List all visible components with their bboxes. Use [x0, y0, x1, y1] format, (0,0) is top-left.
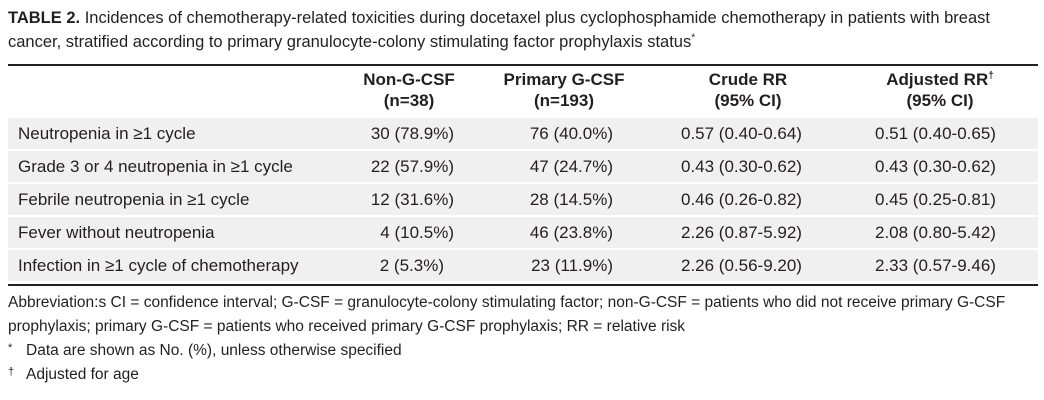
table-row: Febrile neutropenia in ≥1 cycle 12 (31.6…	[8, 182, 1038, 215]
cell-non-gcsf: 22 (57.9%)	[370, 157, 454, 176]
footnote-marker: *	[8, 342, 13, 354]
table-caption-marker: *	[691, 32, 696, 44]
table-row: Grade 3 or 4 neutropenia in ≥1 cycle 22 …	[8, 149, 1038, 182]
cell-primary-gcsf: 47 (24.7%)	[529, 157, 613, 176]
row-label: Febrile neutropenia in ≥1 cycle	[18, 190, 250, 209]
cell-adjusted-rr: 2.33 (0.57-9.46)	[875, 256, 996, 275]
cell-non-gcsf: 4 (10.5%)	[380, 223, 454, 242]
header-non-gcsf: Non-G-CSF (n=38)	[354, 69, 464, 111]
table-caption-text: Incidences of chemotherapy-related toxic…	[8, 9, 990, 51]
header-primary-gcsf-line1: Primary G-CSF	[503, 70, 625, 89]
footnote-marker: †	[8, 366, 15, 378]
footnote: * Data are shown as No. (%), unless other…	[8, 339, 1038, 363]
table-row: Infection in ≥1 cycle of chemotherapy 2 …	[8, 248, 1038, 281]
cell-adjusted-rr: 2.08 (0.80-5.42)	[875, 223, 996, 242]
row-label: Infection in ≥1 cycle of chemotherapy	[18, 256, 299, 275]
header-crude-rr: Crude RR (95% CI)	[688, 69, 808, 111]
header-primary-gcsf-line2: (n=193)	[534, 91, 594, 110]
header-non-gcsf-line2: (n=38)	[383, 91, 435, 110]
table-row: Neutropenia in ≥1 cycle 30 (78.9%) 76 (4…	[8, 116, 1038, 149]
table-header-row: Non-G-CSF (n=38) Primary G-CSF (n=193) C…	[8, 66, 1038, 116]
header-non-gcsf-line1: Non-G-CSF	[363, 70, 455, 89]
cell-primary-gcsf: 28 (14.5%)	[529, 190, 613, 209]
footnote: † Adjusted for age	[8, 363, 1038, 387]
header-adjusted-rr: Adjusted RR† (95% CI)	[870, 69, 1010, 111]
cell-adjusted-rr: 0.45 (0.25-0.81)	[875, 190, 996, 209]
header-adjusted-rr-marker: †	[988, 70, 994, 82]
data-table: Non-G-CSF (n=38) Primary G-CSF (n=193) C…	[8, 64, 1038, 286]
cell-non-gcsf: 30 (78.9%)	[370, 124, 454, 143]
cell-adjusted-rr: 0.51 (0.40-0.65)	[875, 124, 996, 143]
cell-primary-gcsf: 23 (11.9%)	[531, 256, 613, 275]
cell-crude-rr: 0.46 (0.26-0.82)	[681, 190, 802, 209]
footnote-text: Data are shown as No. (%), unless otherw…	[26, 342, 402, 359]
row-label: Grade 3 or 4 neutropenia in ≥1 cycle	[18, 157, 293, 176]
row-label: Fever without neutropenia	[18, 223, 215, 242]
header-adjusted-rr-line2: (95% CI)	[906, 91, 974, 110]
abbreviations-note: Abbreviation:s CI = confidence interval;…	[8, 294, 1006, 335]
header-adjusted-rr-line1: Adjusted RR†	[886, 70, 994, 89]
cell-crude-rr: 2.26 (0.56-9.20)	[681, 256, 802, 275]
table-caption-label: TABLE 2.	[8, 9, 81, 27]
header-crude-rr-line1: Crude RR	[708, 70, 788, 89]
cell-crude-rr: 0.57 (0.40-0.64)	[681, 124, 802, 143]
cell-primary-gcsf: 46 (23.8%)	[529, 223, 613, 242]
table-row: Fever without neutropenia 4 (10.5%) 46 (…	[8, 215, 1038, 248]
cell-crude-rr: 0.43 (0.30-0.62)	[681, 157, 802, 176]
cell-primary-gcsf: 76 (40.0%)	[529, 124, 613, 143]
cell-non-gcsf: 2 (5.3%)	[379, 256, 444, 275]
footnote-text: Adjusted for age	[26, 366, 139, 383]
cell-adjusted-rr: 0.43 (0.30-0.62)	[875, 157, 996, 176]
table-caption: TABLE 2. Incidences of chemotherapy-rela…	[8, 6, 1038, 54]
cell-crude-rr: 2.26 (0.87-5.92)	[681, 223, 802, 242]
table-notes: Abbreviation:s CI = confidence interval;…	[8, 291, 1038, 387]
header-crude-rr-line2: (95% CI)	[714, 91, 782, 110]
header-primary-gcsf: Primary G-CSF (n=193)	[494, 69, 634, 111]
row-label: Neutropenia in ≥1 cycle	[18, 124, 196, 143]
cell-non-gcsf: 12 (31.6%)	[370, 190, 454, 209]
